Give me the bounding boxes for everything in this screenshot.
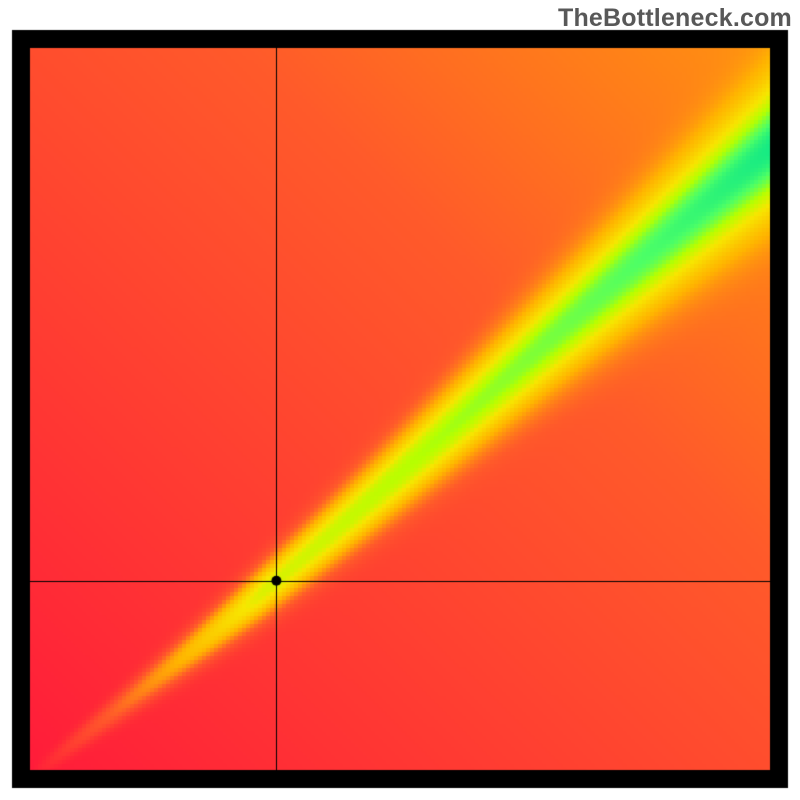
- chart-stage: TheBottleneck.com: [0, 0, 800, 800]
- heatmap-canvas: [0, 0, 800, 800]
